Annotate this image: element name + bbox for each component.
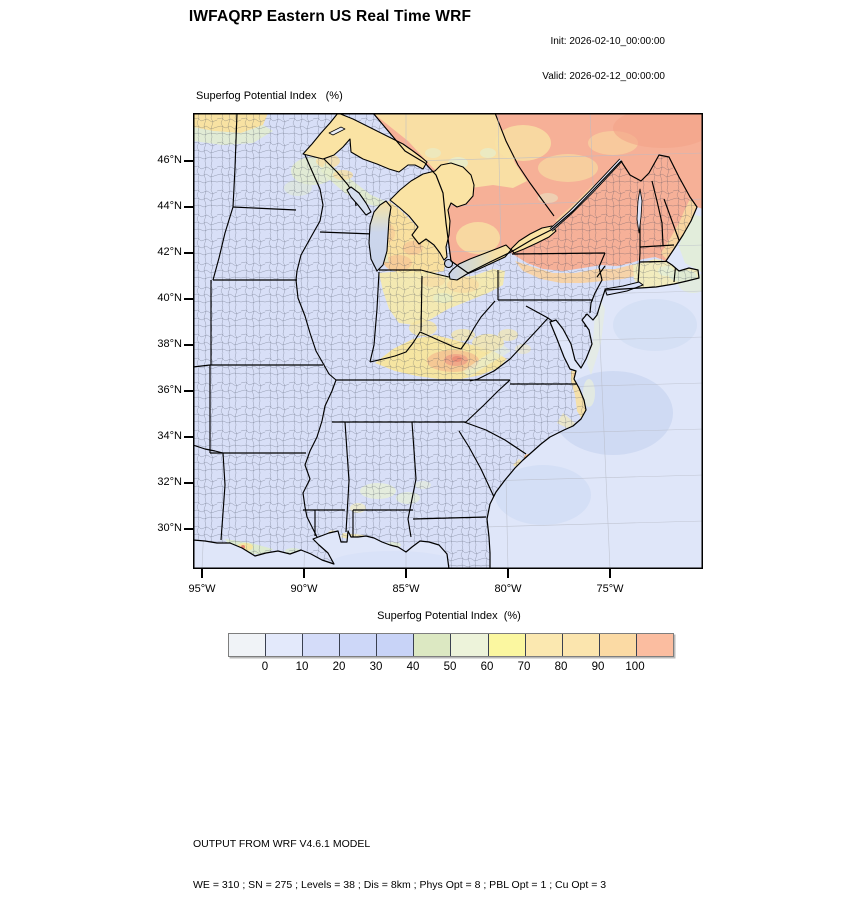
- colorbar-cell-0: [229, 634, 267, 656]
- colorbar-tick-label: 50: [443, 661, 457, 673]
- y-axis-tick-label: 44°N: [157, 200, 182, 212]
- colorbar-tick-label: 90: [591, 661, 605, 673]
- page-title: IWFAQRP Eastern US Real Time WRF: [188, 8, 472, 25]
- y-axis-tick: [184, 436, 193, 438]
- y-axis-tick: [184, 160, 193, 162]
- x-axis-tick: [405, 569, 407, 578]
- us-coastline: [193, 113, 700, 569]
- map-plot: [193, 113, 703, 569]
- y-axis-tick-label: 36°N: [157, 384, 182, 396]
- model-version-line: OUTPUT FROM WRF V4.6.1 MODEL: [193, 838, 371, 850]
- y-axis-tick: [184, 252, 193, 254]
- x-axis-tick-label: 80°W: [494, 583, 522, 595]
- init-timestamp: Init: 2026-02-10_00:00:00: [550, 36, 665, 47]
- colorbar-tick-label: 70: [517, 661, 531, 673]
- y-axis-tick-label: 30°N: [157, 522, 182, 534]
- model-run-info: Init: 2026-02-10_00:00:00 Valid: 2026-02…: [405, 13, 665, 94]
- colorbar-cell-7: [488, 634, 526, 656]
- green-bay: [346, 186, 372, 216]
- colorbar-cell-1: [266, 634, 304, 656]
- colorbar-tick-label: 100: [625, 661, 645, 673]
- y-axis-tick: [184, 482, 193, 484]
- colorbar-tick-label: 0: [261, 661, 269, 673]
- colorbar-cell-9: [562, 634, 600, 656]
- lake-michigan: [368, 200, 392, 272]
- colorbar-cell-3: [340, 634, 378, 656]
- y-axis-tick-label: 34°N: [157, 430, 182, 442]
- isle-royale: [328, 126, 346, 136]
- y-axis-tick: [184, 298, 193, 300]
- colorbar-tick-label: 40: [406, 661, 420, 673]
- colorbar-tick-label: 20: [332, 661, 346, 673]
- x-axis-tick: [303, 569, 305, 578]
- model-config-notes: OUTPUT FROM WRF V4.6.1 MODEL WE = 310 ; …: [193, 811, 606, 906]
- colorbar-cell-11: [636, 634, 673, 656]
- x-axis-tick: [201, 569, 203, 578]
- colorbar-tick-label: 80: [554, 661, 568, 673]
- y-axis-tick-label: 40°N: [157, 292, 182, 304]
- lake-huron: [389, 162, 475, 261]
- y-axis-tick: [184, 390, 193, 392]
- x-axis-tick-label: 85°W: [392, 583, 420, 595]
- lake-superior: [302, 113, 428, 173]
- y-axis-tick-label: 32°N: [157, 476, 182, 488]
- model-settings-line: WE = 310 ; SN = 275 ; Levels = 38 ; Dis …: [193, 878, 607, 891]
- ocean-shading: [331, 213, 703, 569]
- wrf-plot-page: { "page": { "background": "#ffffff" }, "…: [157, 8, 703, 891]
- y-axis-tick: [184, 206, 193, 208]
- x-axis-tick: [507, 569, 509, 578]
- colorbar-cell-10: [599, 634, 637, 656]
- y-axis-tick-label: 46°N: [157, 154, 182, 166]
- lake-st-clair: [443, 258, 454, 269]
- colorbar-cell-6: [451, 634, 489, 656]
- map-frame: [193, 113, 703, 569]
- colorbar-tick-label: 10: [295, 661, 309, 673]
- x-axis-tick: [609, 569, 611, 578]
- x-axis-tick-label: 95°W: [188, 583, 216, 595]
- x-axis-tick-label: 75°W: [596, 583, 624, 595]
- map-panel-label: Superfog Potential Index (%): [196, 90, 343, 102]
- y-axis-tick: [184, 344, 193, 346]
- canada-land: [373, 113, 703, 273]
- colorbar-tick-label: 60: [480, 661, 494, 673]
- colorbar: [228, 633, 674, 657]
- state-borders: [193, 113, 687, 542]
- y-axis-tick-label: 42°N: [157, 246, 182, 258]
- colorbar-cell-4: [377, 634, 415, 656]
- valid-timestamp: Valid: 2026-02-12_00:00:00: [542, 70, 665, 82]
- colorbar-title: Superfog Potential Index (%): [377, 610, 521, 622]
- colorbar-cell-5: [414, 634, 452, 656]
- colorbar-cell-2: [303, 634, 341, 656]
- y-axis-tick-label: 38°N: [157, 338, 182, 350]
- colorbar-cell-8: [525, 634, 563, 656]
- colorbar-tick-label: 30: [369, 661, 383, 673]
- x-axis-tick-label: 90°W: [290, 583, 318, 595]
- y-axis-tick: [184, 528, 193, 530]
- lake-champlain: [636, 188, 643, 234]
